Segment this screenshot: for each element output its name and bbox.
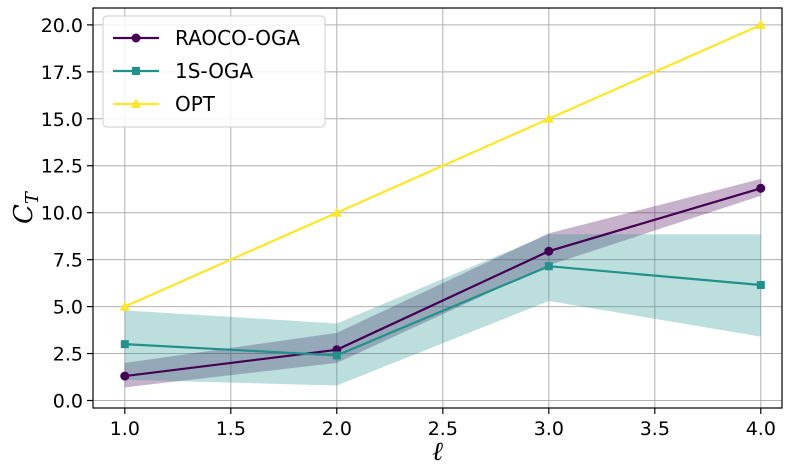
x-tick-label: 2.0 [322, 418, 352, 440]
series-markers [119, 19, 766, 381]
y-tick-label: 20.0 [41, 15, 83, 37]
x-tick-labels: 1.0 1.5 2.0 2.5 3.0 3.5 4.0 [110, 418, 776, 440]
point-opt [755, 19, 766, 29]
series-lines [124, 23, 762, 378]
line-raoco-oga [124, 187, 762, 378]
point-raoco-oga [120, 371, 130, 381]
legend-label-raoco-oga: RAOCO-OGA [175, 26, 300, 50]
point-opt [543, 113, 554, 123]
y-tick-labels: 0.0 2.5 5.0 7.5 10.0 12.5 15.0 17.5 20.0 [41, 15, 83, 413]
point-1s-oga [756, 280, 765, 289]
point-1s-oga [544, 262, 553, 271]
legend-label-opt: OPT [175, 92, 216, 116]
y-tick-label: 0.0 [53, 390, 83, 412]
legend-marker-raoco-oga [131, 33, 141, 43]
axis-ticks [87, 24, 762, 414]
grid [93, 8, 782, 408]
legend-marker-1s-oga [132, 67, 140, 75]
y-tick-label: 17.5 [41, 62, 83, 84]
x-tick-label: 2.5 [428, 418, 458, 440]
legend: RAOCO-OGA 1S-OGA OPT [102, 15, 326, 128]
x-tick-label: 1.5 [216, 418, 246, 440]
y-tick-label: 10.0 [41, 203, 83, 225]
legend-box [102, 15, 326, 128]
x-tick-label: 4.0 [746, 418, 776, 440]
legend-label-1s-oga: 1S-OGA [175, 59, 253, 83]
line-opt [124, 23, 762, 308]
point-raoco-oga [544, 246, 554, 256]
point-1s-oga [332, 351, 341, 360]
point-opt [119, 301, 130, 311]
band-raoco-oga [124, 178, 761, 388]
plot-frame [92, 7, 783, 409]
point-raoco-oga [756, 183, 766, 193]
legend-marker-opt [131, 98, 141, 108]
x-tick-label: 1.0 [110, 418, 140, 440]
y-tick-label: 2.5 [53, 344, 83, 366]
y-tick-label: 7.5 [53, 250, 83, 272]
line-1s-oga [124, 265, 761, 357]
x-axis-label: ℓ [432, 437, 443, 467]
y-tick-label: 5.0 [53, 297, 83, 319]
point-1s-oga [120, 340, 129, 349]
y-tick-label: 12.5 [41, 156, 83, 178]
y-axis-label: CT [9, 190, 43, 224]
y-axis-label-main: C [9, 204, 39, 224]
point-opt [331, 207, 342, 217]
x-tick-label: 3.5 [640, 418, 670, 440]
y-tick-label: 15.0 [41, 109, 83, 131]
x-tick-label: 3.0 [534, 418, 564, 440]
y-axis-label-subscript: T [22, 190, 43, 204]
